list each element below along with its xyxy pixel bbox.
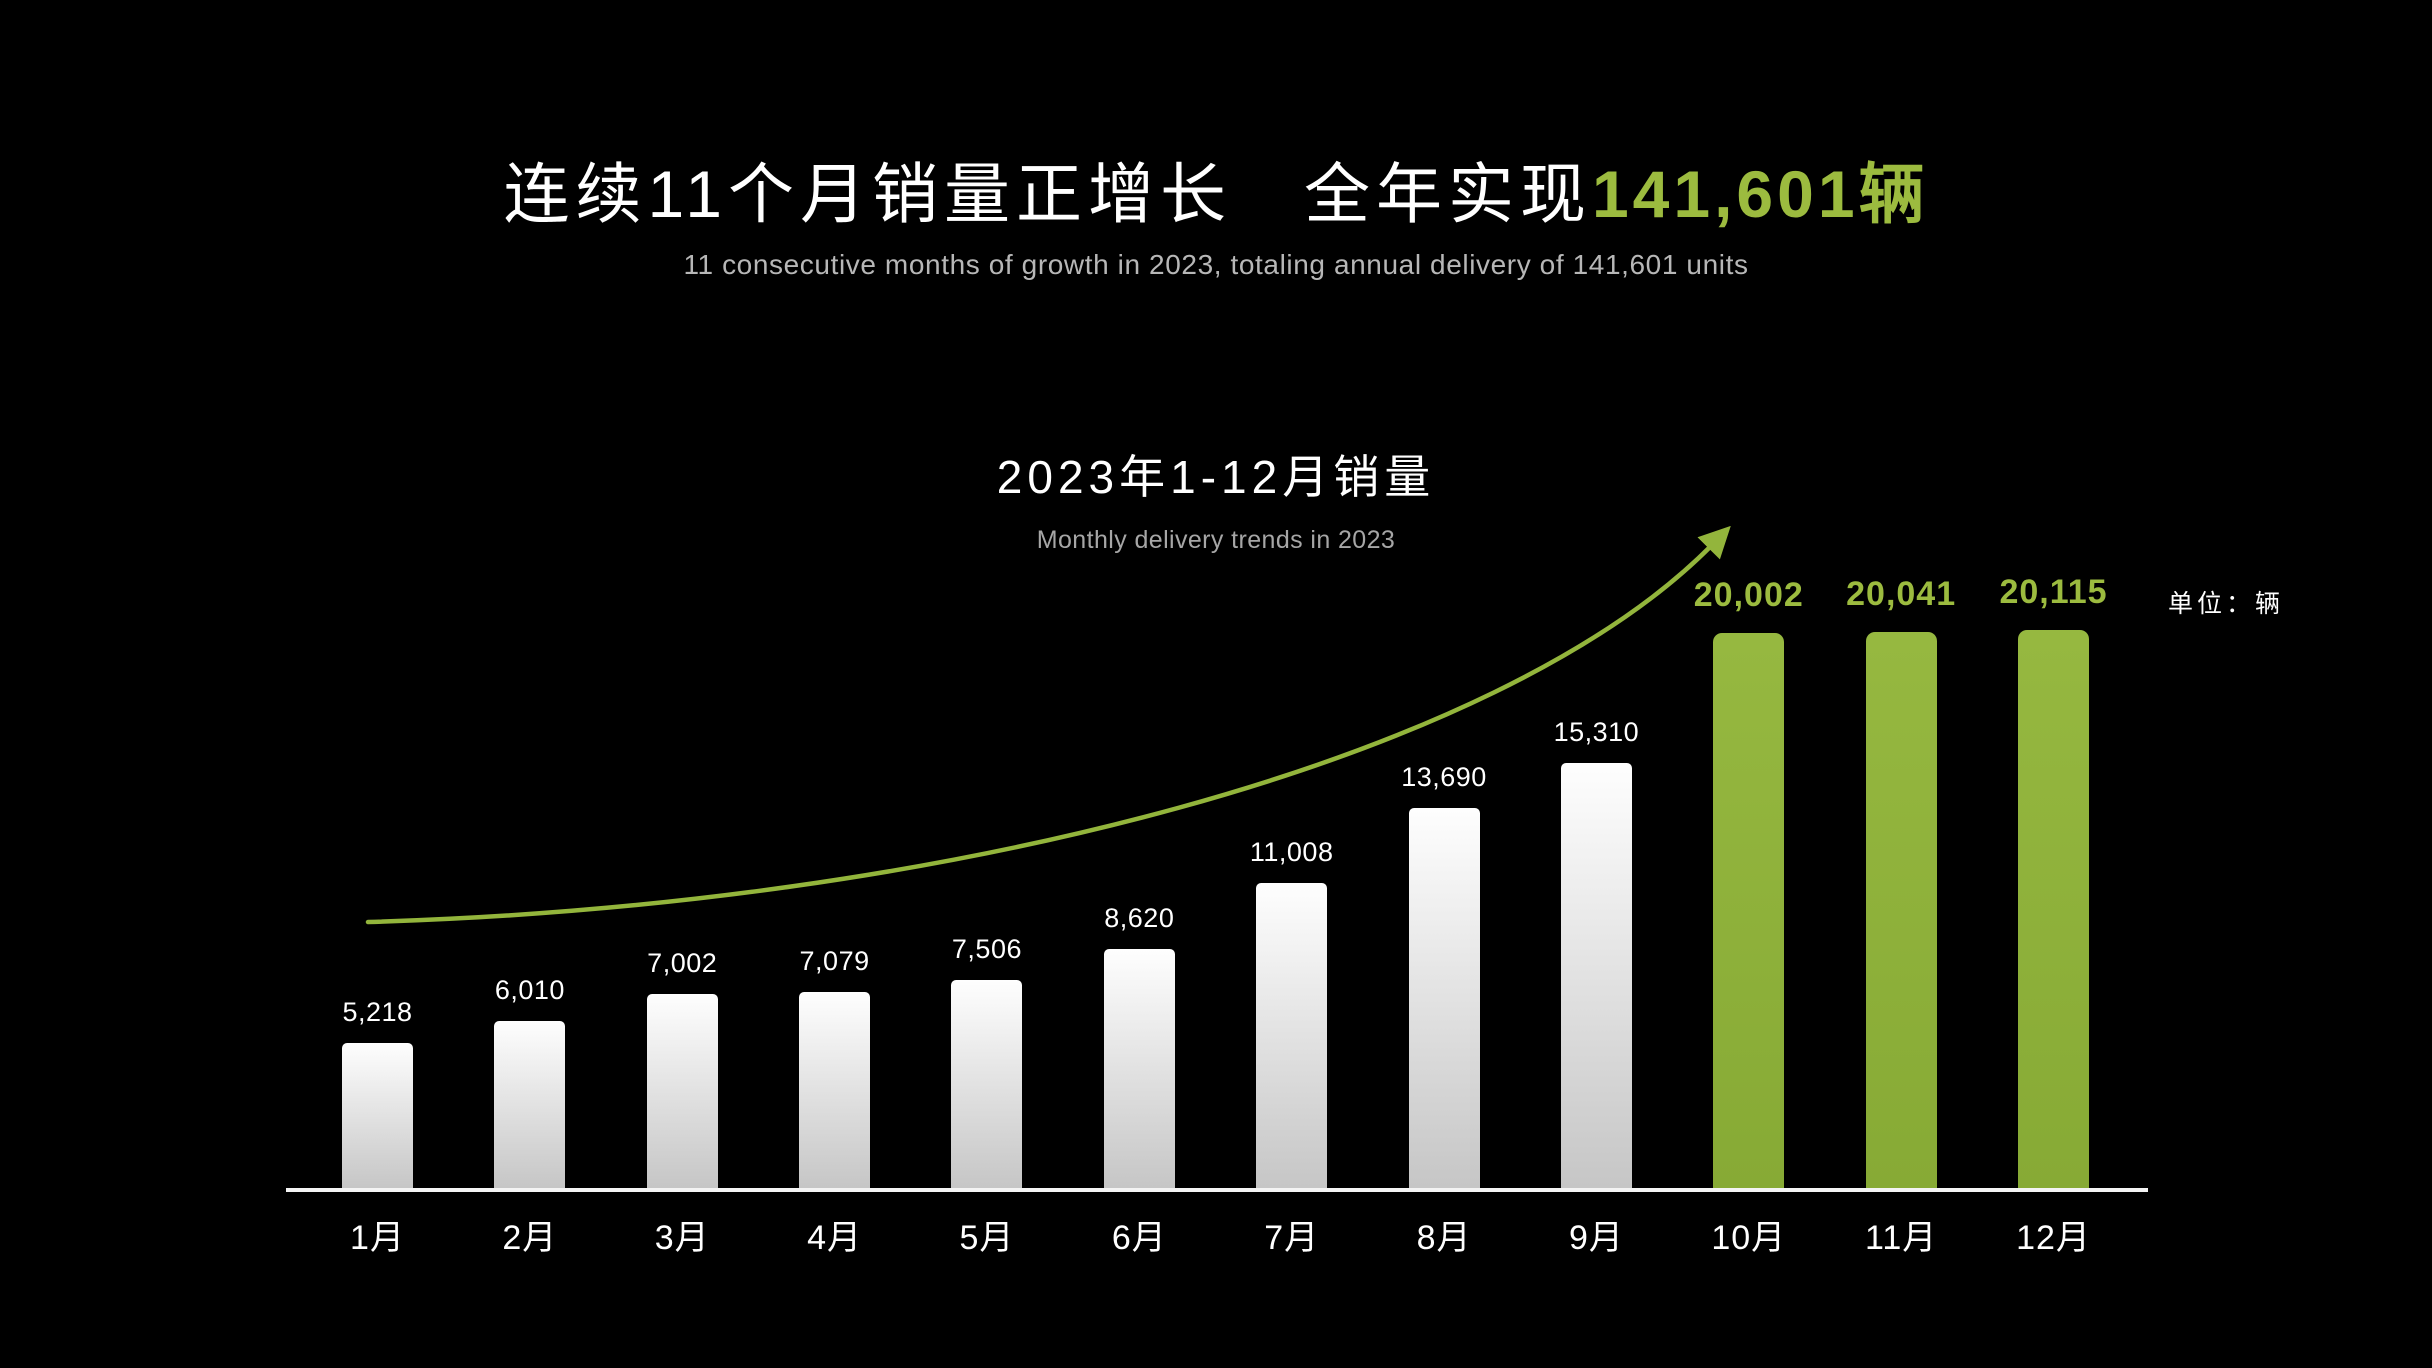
bar-value-label: 11,008 xyxy=(1249,837,1334,867)
main-title-text: 连续11个月销量正增长 全年实现 xyxy=(503,157,1592,231)
bar-highlighted xyxy=(1713,633,1785,1188)
bar-value-label: 6,010 xyxy=(494,975,565,1005)
month-label: 10月 xyxy=(1711,1219,1787,1257)
bar-value-label: 7,079 xyxy=(799,946,870,976)
main-title: 连续11个月销量正增长 全年实现141,601辆 xyxy=(0,157,2432,231)
main-subtitle: 11 consecutive months of growth in 2023,… xyxy=(683,249,1749,281)
month-label: 6月 xyxy=(1111,1219,1167,1257)
bar-value-label: 15,310 xyxy=(1553,717,1640,747)
bar xyxy=(494,1021,566,1188)
month-label: 3月 xyxy=(654,1219,710,1257)
bar-value-label: 20,002 xyxy=(1693,576,1804,614)
bar-value-label: 20,115 xyxy=(1999,573,2108,611)
bar xyxy=(1256,883,1328,1188)
month-label: 12月 xyxy=(2016,1219,2091,1257)
bar-highlighted xyxy=(2018,630,2089,1188)
header: 连续11个月销量正增长 全年实现141,601辆 11 consecutive … xyxy=(0,157,2432,281)
month-label: 9月 xyxy=(1568,1219,1624,1257)
unit-label: 单位：辆 xyxy=(2167,590,2284,618)
bar-value-label: 7,002 xyxy=(647,948,718,978)
bar-value-label: 8,620 xyxy=(1104,903,1175,933)
bar-chart: 5,218 1月 6,010 2月 7,002 3月 7,079 4月 7,506 5月 8,620… xyxy=(342,573,2107,1257)
chart-title: 2023年1-12月销量 xyxy=(996,451,1436,503)
bar-value-label: 5,218 xyxy=(342,997,413,1027)
month-label: 1月 xyxy=(350,1219,405,1257)
chart-subtitle: Monthly delivery trends in 2023 xyxy=(1036,526,1396,554)
bar xyxy=(1408,808,1480,1188)
bar-value-label: 13,690 xyxy=(1401,762,1487,792)
bar xyxy=(951,980,1023,1188)
x-axis xyxy=(286,1188,2148,1192)
chart-header: 2023年1-12月销量 Monthly delivery trends in … xyxy=(0,454,2432,555)
bar xyxy=(1560,763,1632,1188)
month-label: 4月 xyxy=(807,1219,863,1257)
month-label: 11月 xyxy=(1864,1219,1938,1257)
month-label: 8月 xyxy=(1416,1219,1472,1257)
bar-highlighted xyxy=(1865,632,1937,1188)
bar xyxy=(799,992,871,1188)
main-title-highlight-number: 141,601辆 xyxy=(1591,157,1929,231)
bar-value-label: 7,506 xyxy=(951,934,1022,964)
bar xyxy=(342,1043,413,1188)
month-label: 7月 xyxy=(1264,1219,1320,1257)
month-label: 5月 xyxy=(959,1219,1015,1257)
bar xyxy=(646,994,718,1188)
month-label: 2月 xyxy=(502,1219,558,1257)
bar xyxy=(1103,949,1175,1188)
bar-value-label: 20,041 xyxy=(1846,575,1957,613)
